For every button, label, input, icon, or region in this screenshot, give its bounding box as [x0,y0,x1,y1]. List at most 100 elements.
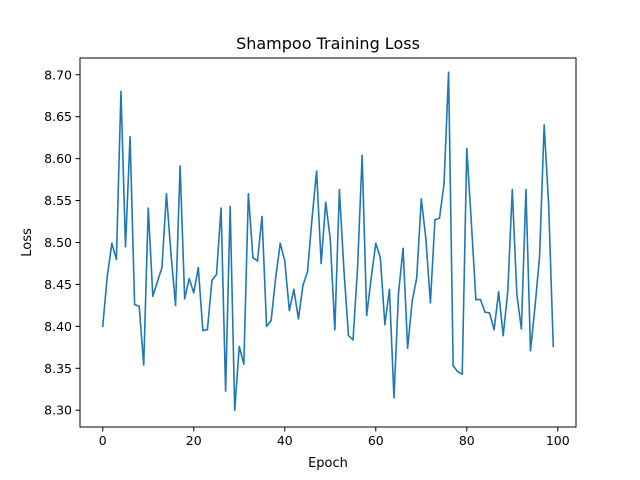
data-point [347,334,350,337]
data-point [161,266,163,269]
data-point [361,154,363,157]
data-point [247,193,250,195]
data-point [534,305,536,308]
data-point [179,165,181,167]
data-point [279,242,282,245]
data-point [288,309,291,312]
data-point [329,238,332,240]
data-point [165,193,168,195]
data-point [343,269,345,271]
data-point [211,279,213,282]
data-point [447,71,450,74]
data-point [183,297,186,300]
data-point [188,277,191,280]
data-point [452,364,454,367]
data-point [334,328,336,331]
data-point [261,215,263,218]
data-point [156,281,159,283]
data-point [475,298,477,301]
data-point [315,170,318,173]
data-point [111,242,113,245]
data-point [147,207,150,209]
data-point [106,275,109,277]
data-point [252,256,254,259]
data-point [324,201,327,204]
data-point [543,124,545,126]
data-point [192,292,195,294]
data-point [170,253,172,256]
data-point [220,207,222,209]
x-axis: 0 20 40 60 80 100 [99,427,570,448]
data-point [397,292,400,294]
x-tick-label: 80 [459,433,475,448]
data-point [129,136,131,138]
data-point [406,347,409,349]
data-point [256,260,259,262]
x-tick-label: 0 [99,433,107,448]
data-point [525,188,527,191]
data-point [511,188,514,191]
data-point [365,314,368,317]
data-point [238,345,241,348]
data-point [311,217,313,219]
data-point [434,219,436,221]
data-point [224,390,227,392]
data-point [547,204,550,207]
y-tick-label: 8.50 [44,235,72,250]
data-point [429,302,432,304]
data-point [283,260,286,262]
data-point [461,373,464,375]
data-point [552,345,555,348]
data-point [229,205,231,208]
y-tick-label: 8.65 [44,109,72,124]
data-point [420,198,423,200]
y-tick-label: 8.30 [44,403,72,418]
y-tick-label: 8.70 [44,67,72,82]
data-point [488,312,491,314]
data-point [138,305,140,308]
data-point [374,242,377,245]
data-point [493,328,495,331]
data-point [120,90,122,93]
series-line-0 [101,71,555,412]
data-point [506,291,509,293]
x-tick-label: 20 [186,433,202,448]
chart-title: Shampoo Training Loss [236,34,420,53]
y-axis: 8.30 8.35 8.40 8.45 8.50 8.55 8.60 8.65 8.70 [44,67,80,418]
data-point [297,318,300,320]
data-point [484,311,486,313]
data-point [174,304,177,307]
data-point [479,298,482,301]
data-point [529,349,532,352]
data-point [270,319,272,322]
data-point [215,273,218,276]
data-point [233,409,236,412]
data-point [402,247,404,250]
data-point [352,338,354,341]
data-point [124,245,127,248]
data-point [152,295,154,297]
y-tick-label: 8.45 [44,277,72,292]
x-tick-label: 60 [368,433,384,448]
plot-area [101,71,555,412]
data-point [393,396,395,399]
data-point [516,293,518,296]
data-point [411,300,413,303]
data-point [443,183,445,185]
data-point [202,329,204,332]
y-axis-label: Loss [20,228,35,257]
data-point [133,303,136,306]
data-point [293,288,295,291]
data-point [384,323,386,326]
data-point [497,291,500,293]
data-point [388,288,391,291]
y-tick-label: 8.40 [44,319,72,334]
data-point [456,370,459,373]
x-tick-label: 40 [277,433,293,448]
data-point [302,284,304,287]
data-point [142,364,145,366]
data-point [338,188,341,191]
y-tick-label: 8.55 [44,193,72,208]
data-point [197,266,200,269]
